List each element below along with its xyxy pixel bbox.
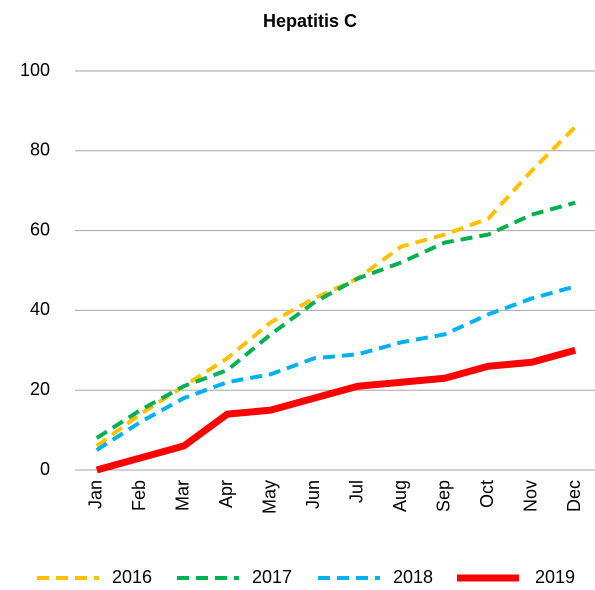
legend-label: 2017 — [252, 567, 292, 587]
x-tick-label: Nov — [521, 480, 541, 512]
x-tick-label: Aug — [390, 480, 410, 512]
y-tick-label: 60 — [30, 219, 50, 239]
x-tick-label: Oct — [477, 480, 497, 508]
legend-label: 2016 — [112, 567, 152, 587]
x-tick-label: Jun — [303, 480, 323, 509]
y-tick-label: 20 — [30, 379, 50, 399]
series-line — [95, 346, 577, 474]
x-tick-label: Apr — [216, 480, 236, 508]
legend-label: 2019 — [535, 567, 575, 587]
legend-label: 2018 — [393, 567, 433, 587]
x-tick-label: Sep — [434, 480, 454, 512]
y-tick-label: 0 — [40, 459, 50, 479]
series-line — [95, 200, 576, 440]
x-tick-label: Mar — [173, 480, 193, 511]
x-tick-label: May — [260, 480, 280, 514]
x-tick-label: Feb — [129, 480, 149, 511]
x-tick-label: Jul — [347, 480, 367, 503]
series-line — [95, 284, 576, 452]
chart-title: Hepatitis C — [263, 11, 357, 31]
x-tick-label: Jan — [86, 480, 106, 509]
y-tick-label: 80 — [30, 140, 50, 160]
y-tick-label: 40 — [30, 299, 50, 319]
y-tick-label: 100 — [20, 60, 50, 80]
x-tick-label: Dec — [564, 480, 584, 512]
series-line — [95, 125, 577, 448]
